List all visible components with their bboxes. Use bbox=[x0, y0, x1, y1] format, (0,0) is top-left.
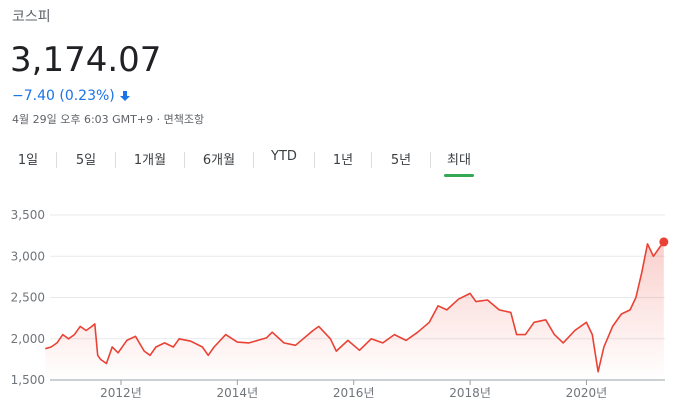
change: −7.40 (0.23%) bbox=[12, 88, 115, 104]
range-tabs: 1일 5일 1개월 6개월 YTD 1년 5년 최대 bbox=[0, 146, 487, 177]
tab-cell: 5년 bbox=[372, 146, 430, 172]
x-tick-label: 2012년 bbox=[100, 386, 142, 400]
y-tick-label: 3,500 bbox=[11, 208, 45, 222]
index-name: 코스피 bbox=[12, 9, 51, 25]
end-dot bbox=[659, 237, 669, 247]
price: 3,174.07 bbox=[10, 40, 162, 80]
line bbox=[45, 241, 665, 373]
tab-separator bbox=[184, 152, 185, 168]
range-tab[interactable]: 1개월 bbox=[133, 153, 167, 168]
down-arrow bbox=[120, 91, 131, 101]
x-tick-label: 2018년 bbox=[449, 386, 491, 400]
area bbox=[45, 241, 664, 380]
disclaimer-link[interactable]: 면책조항 bbox=[163, 113, 205, 126]
range-tab[interactable]: 최대 bbox=[444, 146, 474, 177]
range-tab[interactable]: YTD bbox=[271, 149, 297, 164]
change-row: −7.40 (0.23%) bbox=[12, 88, 131, 104]
tab-separator bbox=[314, 152, 315, 168]
tab-separator bbox=[371, 152, 372, 168]
tab-cell: 5일 bbox=[57, 146, 115, 172]
y-tick-label: 1,500 bbox=[11, 373, 45, 387]
tab-separator bbox=[430, 152, 431, 168]
tab-cell: 1일 bbox=[0, 146, 56, 172]
x-tick-label: 2016년 bbox=[333, 386, 375, 400]
y-tick-label: 3,000 bbox=[11, 249, 45, 263]
y-tick-label: 2,500 bbox=[11, 291, 45, 305]
range-tab[interactable]: 1일 bbox=[17, 153, 39, 168]
range-tab[interactable]: 6개월 bbox=[202, 153, 236, 168]
tab-cell: 1개월 bbox=[116, 146, 184, 172]
range-tab[interactable]: 1년 bbox=[332, 153, 354, 168]
tab-cell: YTD bbox=[254, 146, 314, 172]
tab-cell: 6개월 bbox=[185, 146, 253, 172]
x-tick-label: 2014년 bbox=[217, 386, 259, 400]
meta-row: 4월 29일 오후 6:03 GMT+9 · 면책조항 bbox=[12, 111, 204, 127]
tab-separator bbox=[56, 152, 57, 168]
range-tab[interactable]: 5년 bbox=[390, 153, 412, 168]
tab-cell: 1년 bbox=[315, 146, 371, 172]
tab-separator bbox=[115, 152, 116, 168]
tab-separator bbox=[253, 152, 254, 168]
x-tick-label: 2020년 bbox=[566, 386, 608, 400]
timestamp: 4월 29일 오후 6:03 GMT+9 · bbox=[12, 113, 161, 126]
tab-cell: 최대 bbox=[431, 146, 487, 177]
range-tab[interactable]: 5일 bbox=[75, 153, 97, 168]
y-tick-label: 2,000 bbox=[11, 332, 45, 346]
chart: 1,500 2,000 2,500 3,000 3,500 2012년 2014년 2016년… bbox=[11, 208, 669, 400]
